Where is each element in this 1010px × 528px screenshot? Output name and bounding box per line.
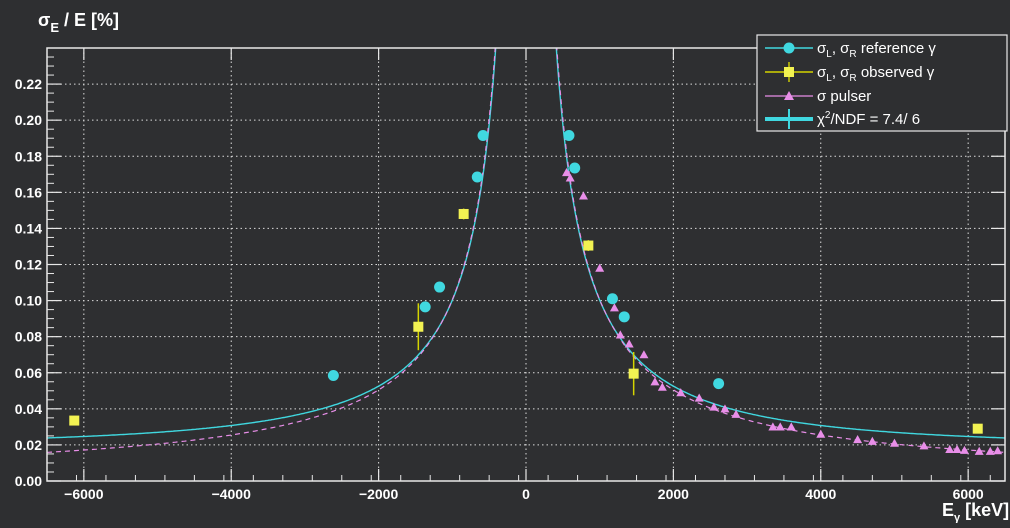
reference-point	[606, 293, 618, 305]
x-tick-label: 0	[522, 486, 530, 502]
reference-point	[569, 162, 581, 174]
y-tick-label: 0.00	[15, 473, 42, 489]
fit-curves	[47, 48, 1005, 453]
pulser-point	[731, 409, 741, 418]
legend-observed-marker	[784, 67, 794, 77]
x-tick-label: 6000	[953, 486, 984, 502]
data-markers	[69, 130, 1003, 455]
pulser-point	[595, 263, 605, 272]
observed-point	[458, 208, 469, 219]
x-tick-label: −2000	[359, 486, 399, 502]
legend-observed-label: σL, σR observed γ	[817, 64, 935, 84]
observed-point	[69, 415, 80, 426]
y-tick-label: 0.22	[15, 76, 42, 92]
tick-labels: −6000 −4000 −2000 0 2000 4000 6000 0.00 0.02 0.04…	[15, 76, 984, 502]
reference-point	[477, 130, 489, 142]
reference-fit-curve	[47, 48, 497, 439]
y-tick-label: 0.14	[15, 220, 42, 236]
legend-reference-marker	[783, 42, 795, 54]
observed-point	[583, 240, 594, 251]
observed-point	[628, 368, 639, 379]
pulser-point	[945, 444, 955, 454]
y-axis-title: σE / E [%]	[38, 10, 119, 35]
reference-point	[618, 311, 630, 323]
pulser-point	[709, 402, 719, 411]
legend-pulser-label: σ pulser	[817, 88, 871, 105]
pulser-point	[974, 446, 984, 455]
pulser-point	[676, 388, 686, 397]
axis-titles: σE / E [%] Eγ [keV]	[38, 10, 1009, 524]
observed-point	[972, 423, 983, 434]
reference-point	[327, 369, 339, 381]
pulser-point	[657, 382, 667, 391]
y-tick-label: 0.06	[15, 365, 42, 381]
x-tick-label: −4000	[212, 486, 252, 502]
x-tick-label: 4000	[805, 486, 836, 502]
y-tick-label: 0.02	[15, 437, 42, 453]
legend-box	[756, 34, 1008, 132]
pulser-point	[786, 422, 796, 431]
reference-point	[471, 171, 483, 183]
y-tick-label: 0.18	[15, 148, 42, 164]
pulser-point	[768, 422, 778, 431]
pulser-point	[816, 429, 826, 438]
y-tick-label: 0.08	[15, 329, 42, 345]
pulser-point	[609, 303, 619, 312]
reference-point	[563, 130, 575, 142]
reference-point	[419, 301, 431, 313]
pulser-point	[775, 422, 785, 431]
pulser-point	[952, 444, 962, 454]
x-tick-label: −6000	[64, 486, 104, 502]
pulser-fit-curve	[47, 48, 496, 453]
legend: σL, σR reference γ σL, σR observed γ σ pul…	[756, 34, 1008, 132]
pulser-point	[639, 350, 649, 359]
pulser-fit-curve	[556, 48, 1005, 453]
pulser-point	[985, 446, 995, 455]
x-axis-title: Eγ [keV]	[942, 500, 1009, 523]
pulser-point	[694, 393, 704, 402]
y-tick-label: 0.12	[15, 257, 42, 273]
pulser-point	[720, 404, 730, 413]
y-tick-label: 0.20	[15, 112, 42, 128]
y-tick-label: 0.16	[15, 184, 42, 200]
pulser-point	[615, 330, 625, 339]
pulser-point	[919, 441, 929, 450]
observed-point	[413, 321, 424, 332]
pulser-point	[959, 445, 969, 454]
x-tick-label: 2000	[658, 486, 689, 502]
pulser-point	[578, 191, 588, 200]
legend-pulser-marker	[784, 91, 794, 100]
reference-point	[434, 281, 446, 293]
pulser-point	[993, 446, 1003, 455]
reference-point	[713, 378, 725, 390]
legend-reference-label: σL, σR reference γ	[817, 40, 936, 60]
pulser-point	[562, 167, 572, 177]
axis-ticks	[46, 48, 1005, 482]
pulser-point	[565, 173, 575, 182]
pulser-point	[867, 436, 877, 445]
pulser-point	[650, 377, 660, 386]
pulser-point	[853, 435, 863, 444]
legend-fit-label: χ2/NDF = 7.4/ 6	[817, 110, 920, 128]
reference-fit-curve	[555, 48, 1005, 439]
pulser-point	[624, 339, 634, 348]
y-tick-label: 0.10	[15, 293, 42, 309]
y-tick-label: 0.04	[15, 401, 42, 417]
pulser-point	[889, 438, 899, 447]
